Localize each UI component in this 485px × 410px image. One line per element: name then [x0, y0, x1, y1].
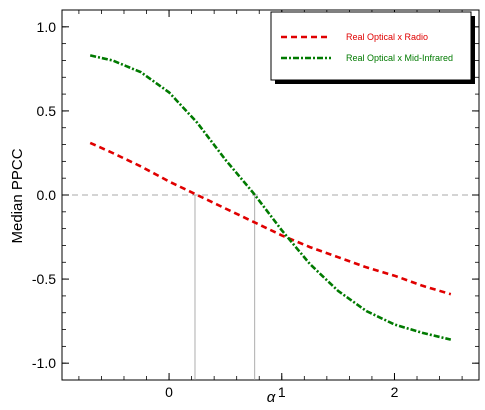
- legend: Real Optical x Radio Real Optical x Mid-…: [270, 11, 475, 84]
- y-tick-label: 1.0: [37, 19, 57, 35]
- legend-label-mid-infrared: Real Optical x Mid-Infrared: [346, 53, 453, 63]
- x-tick-label: 0: [165, 384, 173, 400]
- legend-label-radio: Real Optical x Radio: [346, 32, 428, 42]
- y-tick-label: -0.5: [32, 271, 56, 287]
- series-line-0: [89, 141, 452, 296]
- y-tick-label: 0.5: [37, 103, 57, 119]
- x-tick-label: 1: [278, 384, 286, 400]
- series-layer: [89, 54, 452, 341]
- legend-box: [270, 11, 472, 81]
- alpha-marker-layer: [194, 195, 256, 380]
- y-tick-label: 0.0: [37, 187, 57, 203]
- y-tick-label: -1.0: [32, 355, 56, 371]
- axes-layer: -1.0 -0.5 0.0 0.5 1.0 0 1 2: [32, 10, 479, 400]
- x-axis-label: α: [267, 389, 276, 406]
- series-line-1: [89, 54, 452, 341]
- y-axis-label: Median PPCC: [9, 148, 26, 243]
- x-tick-label: 2: [391, 384, 399, 400]
